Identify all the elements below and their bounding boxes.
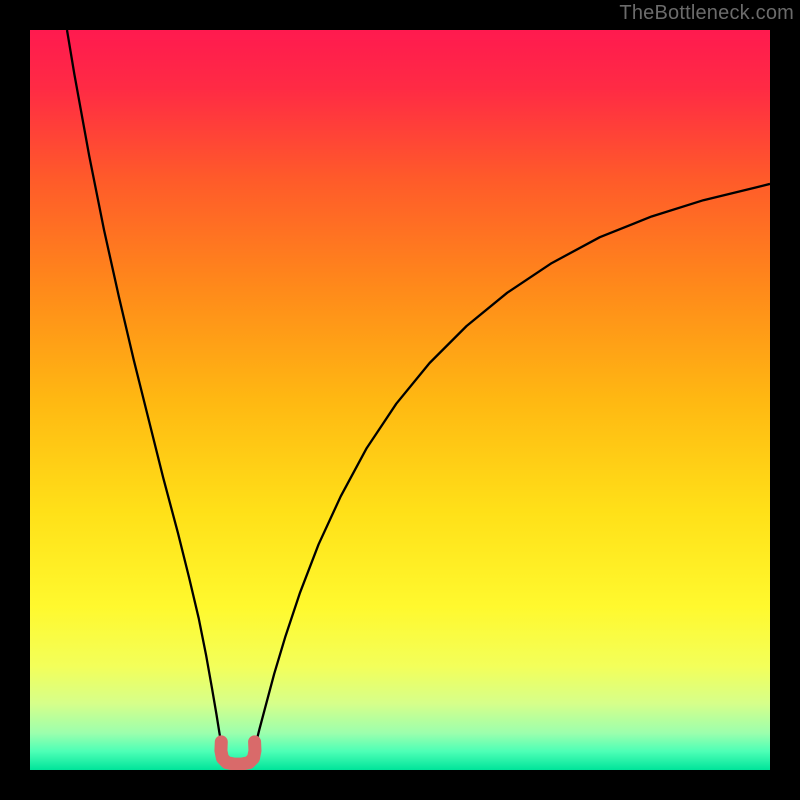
watermark-text: TheBottleneck.com [619, 2, 794, 25]
bottleneck-curve-chart [0, 0, 800, 800]
